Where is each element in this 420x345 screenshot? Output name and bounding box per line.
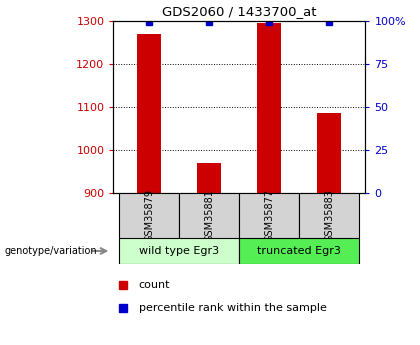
Bar (119, 193, 179, 238)
Text: GSM35881: GSM35881 (205, 189, 214, 242)
Bar (119, 238, 239, 264)
Bar (239, 193, 299, 238)
Bar (257, 23, 281, 193)
Bar (137, 34, 161, 193)
Text: truncated Egr3: truncated Egr3 (257, 246, 341, 256)
Text: wild type Egr3: wild type Egr3 (139, 246, 220, 256)
Text: count: count (139, 280, 170, 290)
Bar (318, 114, 341, 193)
Text: GSM35877: GSM35877 (265, 189, 274, 242)
Bar (299, 193, 360, 238)
Text: GSM35883: GSM35883 (324, 189, 334, 242)
Text: GSM35879: GSM35879 (144, 189, 155, 242)
Text: genotype/variation: genotype/variation (4, 246, 97, 256)
Text: percentile rank within the sample: percentile rank within the sample (139, 303, 326, 313)
Bar (179, 193, 239, 238)
Bar (239, 238, 360, 264)
Title: GDS2060 / 1433700_at: GDS2060 / 1433700_at (162, 5, 317, 18)
Bar (197, 163, 221, 193)
